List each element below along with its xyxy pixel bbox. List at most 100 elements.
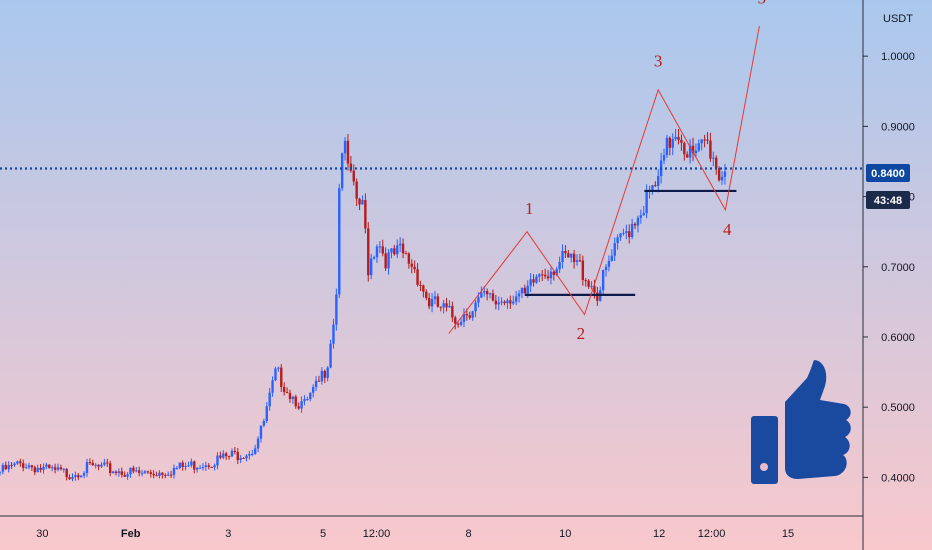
candle-body: [520, 287, 524, 294]
candle-body: [567, 253, 570, 258]
candle-body: [642, 213, 645, 216]
candle-body: [413, 266, 416, 270]
wave-label: 4: [723, 220, 732, 239]
candle-body: [630, 223, 634, 238]
candle-body: [587, 280, 590, 287]
candle-body: [77, 475, 80, 478]
candle-body: [74, 475, 77, 478]
candle-body: [465, 314, 469, 316]
candle-body: [251, 453, 254, 455]
candle-body: [27, 465, 31, 468]
candle-body: [593, 285, 596, 293]
candle-body: [45, 464, 48, 467]
candle-body: [332, 324, 335, 344]
candle-body: [126, 474, 129, 477]
candle-body: [323, 370, 326, 378]
candle-body: [288, 392, 292, 400]
candle-body: [558, 262, 561, 270]
candle-body: [114, 471, 118, 474]
candle-body: [575, 260, 579, 263]
candle-body: [427, 298, 431, 307]
candle-body: [390, 248, 393, 253]
candle-body: [590, 285, 593, 287]
candle-body: [532, 279, 535, 283]
candle-body: [526, 285, 529, 294]
candle-body: [407, 253, 411, 264]
candle-body: [97, 464, 100, 467]
candle-body: [193, 461, 196, 470]
countdown-value: 43:48: [874, 195, 902, 207]
candle-body: [633, 223, 637, 226]
candle-body: [651, 185, 654, 190]
candle-body: [674, 136, 677, 139]
candle-body: [677, 136, 680, 140]
candle-body: [317, 380, 321, 382]
candle-body: [123, 474, 126, 477]
candle-body: [137, 470, 141, 473]
candle-body: [425, 291, 428, 299]
candle-body: [570, 253, 573, 258]
candle-body: [233, 450, 237, 453]
candle-body: [16, 461, 19, 464]
wave-label: 2: [577, 324, 586, 343]
candle-body: [485, 291, 489, 295]
candle-body: [195, 468, 199, 470]
candle-body: [645, 191, 648, 214]
candle-body: [129, 467, 132, 475]
candle-body: [198, 467, 202, 469]
candle-body: [120, 471, 123, 475]
candle-body: [451, 305, 454, 318]
candle-body: [619, 233, 622, 238]
candle-body: [459, 321, 463, 325]
candle-body: [500, 301, 503, 303]
candle-body: [613, 243, 616, 256]
candle-body: [297, 406, 300, 409]
candle-body: [149, 472, 152, 474]
candle-body: [538, 274, 541, 277]
candle-body: [546, 276, 550, 279]
candle-body: [280, 367, 283, 387]
x-tick-label: 10: [559, 528, 571, 540]
candle-body: [68, 477, 71, 480]
candle-body: [497, 302, 500, 305]
candle-body: [723, 171, 727, 177]
candle-body: [10, 465, 13, 467]
candle-body: [512, 301, 515, 304]
candle-body: [50, 467, 54, 469]
candle-body: [111, 471, 115, 473]
candle-body: [700, 139, 703, 144]
wave-label: 5: [757, 0, 766, 8]
candle-body: [416, 269, 419, 285]
candle-body: [100, 464, 103, 467]
candle-body: [396, 245, 399, 255]
candle-body: [541, 274, 544, 276]
candle-body: [410, 263, 413, 267]
candle-body: [36, 467, 39, 473]
candle-body: [506, 300, 509, 304]
candle-body: [686, 154, 689, 158]
candle-body: [625, 231, 628, 233]
candle-body: [227, 456, 231, 458]
candle-body: [445, 303, 448, 308]
candle-body: [349, 163, 353, 171]
candle-body: [703, 139, 706, 141]
time-axis[interactable]: 30 Feb 3 5 12:00 8 10 12 12:00 15: [36, 528, 794, 540]
candle-body: [181, 462, 184, 468]
candle-body: [30, 465, 34, 468]
candle-body: [103, 462, 106, 465]
candle-body: [210, 466, 213, 468]
countdown-badge: 43:48: [866, 191, 910, 209]
candle-body: [665, 137, 669, 156]
candle-body: [132, 467, 135, 472]
elliott-wave-path[interactable]: [448, 25, 760, 334]
thumbs-up-icon: [751, 360, 851, 484]
candle-body: [152, 473, 155, 476]
drawings-layer: 1 2 3 4 5: [0, 0, 863, 343]
candle-body: [483, 291, 486, 293]
candle-body: [108, 463, 112, 473]
candle-body: [715, 157, 718, 169]
candle-body: [164, 474, 167, 476]
candle-body: [224, 453, 228, 457]
candle-body: [636, 217, 640, 226]
